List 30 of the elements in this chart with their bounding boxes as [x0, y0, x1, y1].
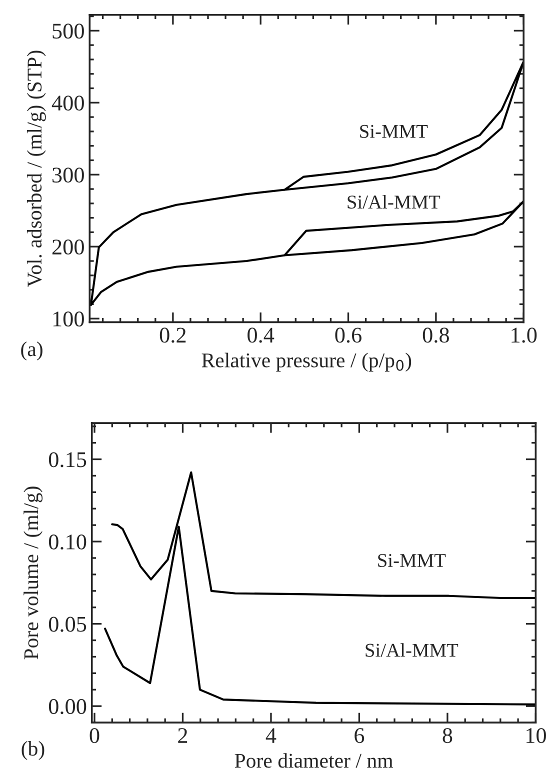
x-tick-label: 0.8 [422, 328, 449, 343]
y-tick-label: 0.10 [48, 534, 86, 550]
y-axis-title: Vol. adsorbed / (ml/g) (STP) [26, 50, 46, 288]
text: Si/Al-MMT [366, 643, 458, 657]
series-label: Si-MMT [378, 554, 446, 568]
text: (b) [22, 741, 44, 760]
y-tick-label: 100 [53, 312, 84, 327]
x-tick-label: 0 [90, 728, 100, 744]
y-tick-label: 0.05 [48, 616, 86, 632]
y-tick-label: 300 [52, 168, 84, 183]
x-tick-label: 1.0 [512, 328, 537, 343]
x-tick-label: 0.6 [335, 328, 362, 343]
x-tick-label: 4 [266, 728, 276, 743]
y-axis-title: Pore volume / (ml/g) [24, 486, 43, 660]
y-tick-label: 200 [52, 240, 84, 255]
x-axis-title: Pore diameter / nm [234, 753, 393, 768]
x-axis-title: Relative pressure / (p/p$_{0}$) [202, 352, 412, 372]
y-tick-label: 400 [52, 96, 84, 111]
y-tick-label: 500 [52, 24, 84, 39]
x-tick-label: 0.2 [160, 328, 186, 343]
series-label: Si/Al-MMT [348, 194, 440, 209]
x-tick-label: 8 [442, 728, 452, 744]
x-tick-label: 0.4 [248, 328, 274, 343]
y-tick-label: 0.00 [48, 699, 86, 714]
y-tick-label: 0.15 [48, 452, 86, 468]
text: (a) [21, 342, 42, 360]
x-tick-label: 2 [178, 728, 188, 743]
x-tick-label: 6 [354, 728, 364, 744]
x-tick-label: 10 [526, 728, 546, 744]
series-label: Si-MMT [360, 124, 428, 138]
